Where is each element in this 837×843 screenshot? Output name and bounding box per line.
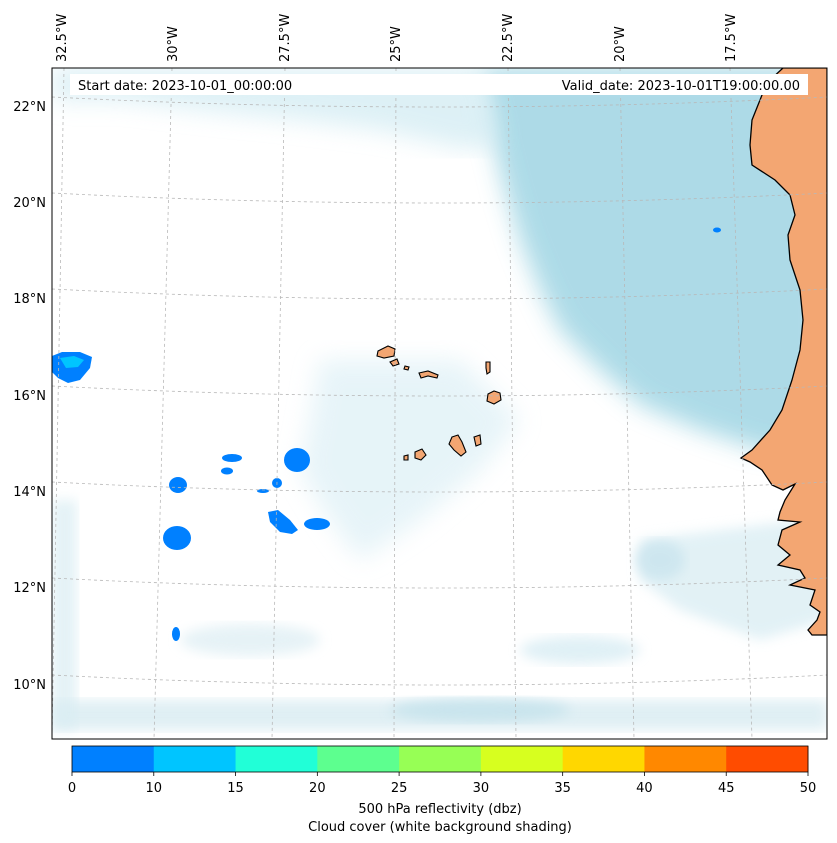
lat-label-22n: 22°N [13,100,46,115]
colorbar-label-line2: Cloud cover (white background shading) [308,820,572,835]
island-sal [485,361,491,375]
lon-label-32-5w: 32.5°W [55,14,70,62]
latitude-labels: 22°N 20°N 18°N 16°N 14°N 12°N 10°N [13,100,46,693]
colorbar-swatch [644,746,727,772]
colorbar-tick-label: 0 [68,781,76,796]
island-santa-luzia [403,365,410,371]
colorbar-ticks: 0 10 15 20 25 30 35 40 45 50 [68,772,816,796]
reflectivity-cell-7 [257,489,269,493]
colorbar-tick-label: 25 [391,781,408,796]
map-panel: Start date: 2023-10-01_00:00:00 Valid_da… [52,68,827,739]
parallel-10n [52,674,827,686]
colorbar-frame [71,745,809,773]
lon-label-20w: 20°W [613,26,628,62]
reflectivity-cell-3 [222,454,242,462]
cloud-patch-south-2 [520,636,640,664]
colorbar-swatches [72,746,809,772]
reflectivity-cell-11 [172,627,180,641]
island-sao-nicolau [418,370,439,379]
meridian-30w [153,68,173,739]
reflectivity-cell-8 [268,510,298,534]
start-date-label: Start date: 2023-10-01_00:00:00 [78,79,292,94]
colorbar-swatch [317,746,400,772]
reflectivity-cell-west-core [60,356,84,368]
header-box [70,74,808,95]
cloud-patch-mid-1 [635,540,685,580]
meridian-20w [619,68,635,739]
african-coast [739,68,827,636]
parallel-22n [52,96,827,108]
colorbar-tick-label: 15 [227,781,244,796]
reflectivity-cell-2 [284,448,310,472]
reflectivity-cells [52,227,721,641]
colorbar-tick-label: 10 [146,781,163,796]
lat-label-10n: 10°N [13,678,46,693]
reflectivity-cell-10 [163,526,191,550]
lat-label-12n: 12°N [13,581,46,596]
reflectivity-cell-5 [169,477,187,493]
lon-label-27-5w: 27.5°W [278,14,293,62]
reflectivity-cell-4 [221,467,233,475]
colorbar: 0 10 15 20 25 30 35 40 45 50 500 hPa reflectivity… [68,745,816,835]
colorbar-swatch [726,746,809,772]
reflectivity-cell-12 [713,227,721,233]
cloud-region-southeast [640,520,827,640]
longitude-labels: 32.5°W 30°W 27.5°W 25°W 22.5°W 20°W 17.5… [55,14,739,62]
graticule [52,68,827,739]
island-maio [473,434,482,447]
valid-date-label: Valid_date: 2023-10-01T19:00:00.00 [562,79,800,94]
meridian-32-5w [52,68,65,739]
parallel-16n [52,385,827,397]
colorbar-swatch [480,746,564,772]
parallel-12n [52,577,827,589]
colorbar-tick-label: 30 [473,781,490,796]
cloud-region-northeast [480,68,827,455]
island-sao-vicente [389,358,400,367]
lat-label-16n: 16°N [13,389,46,404]
cloud-patch-south-1 [390,698,570,722]
colorbar-tick-label: 50 [800,781,817,796]
lon-label-30w: 30°W [166,26,181,62]
colorbar-tick-label: 45 [718,781,735,796]
colorbar-swatch [399,746,482,772]
island-santiago [448,434,467,457]
colorbar-swatch [235,746,318,772]
parallel-18n [52,288,827,300]
lat-label-20n: 20°N [13,196,46,211]
colorbar-swatch [562,746,645,772]
colorbar-tick-label: 20 [309,781,326,796]
land-areas [376,68,827,636]
lon-label-22-5w: 22.5°W [501,14,516,62]
cloud-patch-south-3 [180,624,320,656]
colorbar-tick-label: 35 [554,781,571,796]
map-frame [51,67,828,740]
meridian-25w [393,68,397,739]
island-boa-vista [486,390,502,405]
lat-label-14n: 14°N [13,485,46,500]
island-fogo [414,448,427,461]
meridian-22-5w [507,68,517,739]
parallel-20n [52,192,827,204]
meridian-17-5w [729,68,753,739]
lon-label-25w: 25°W [389,26,404,62]
island-santo-antao [376,345,396,359]
meridian-27-5w [271,68,286,739]
colorbar-swatch [153,746,237,772]
colorbar-swatch [72,746,155,772]
cloud-region-central-band [300,360,520,560]
parallel-14n [52,481,827,493]
island-brava [403,454,409,461]
lat-label-18n: 18°N [13,292,46,307]
cloud-band-west [52,500,77,730]
lon-label-17-5w: 17.5°W [724,14,739,62]
reflectivity-cell-9 [304,518,330,530]
colorbar-label-line1: 500 hPa reflectivity (dbz) [358,802,521,817]
colorbar-tick-label: 40 [636,781,653,796]
